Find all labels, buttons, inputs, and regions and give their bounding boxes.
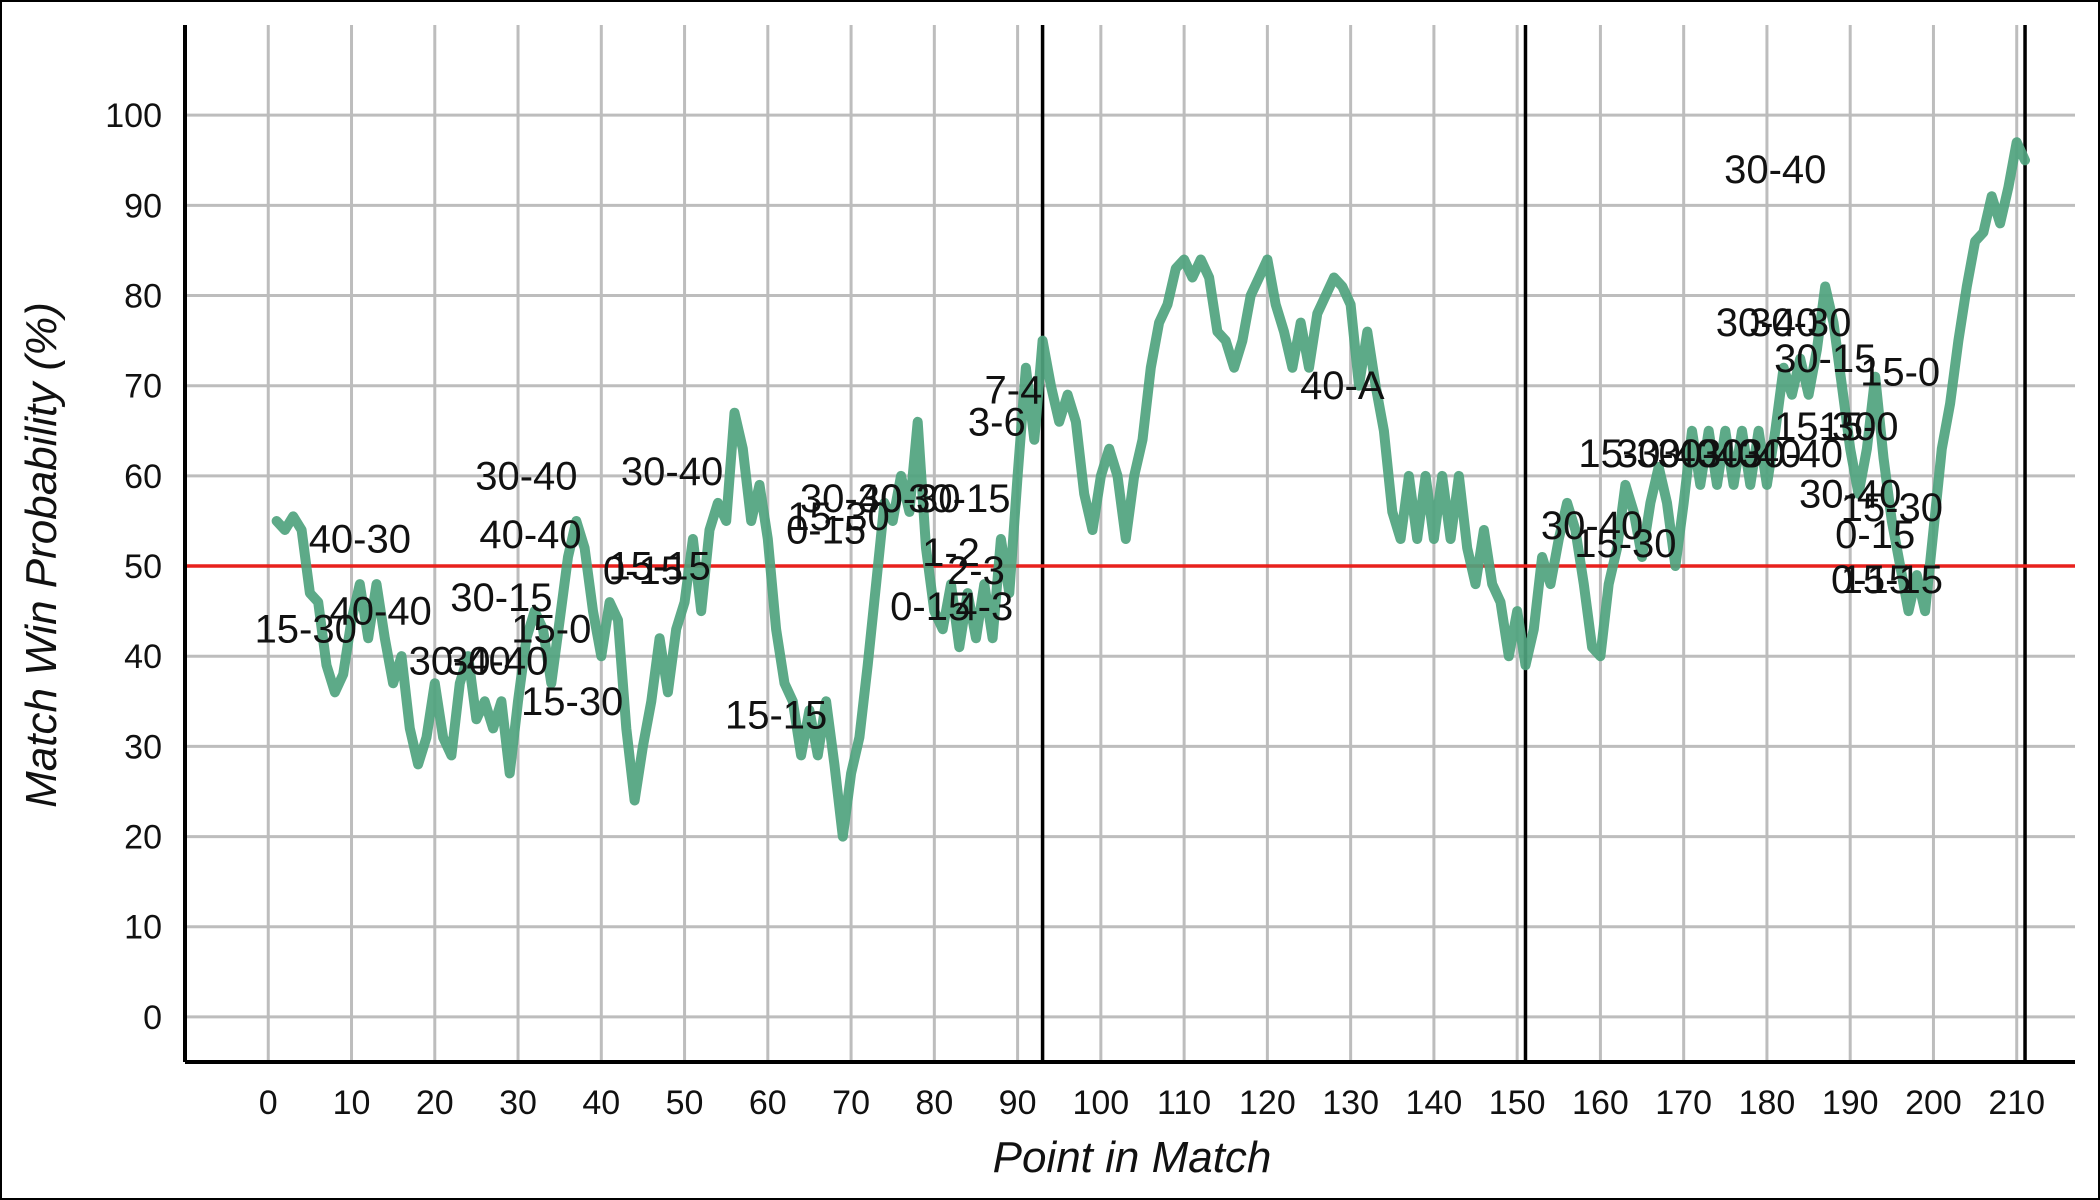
score-annotation: 15-0 [511, 608, 591, 652]
x-tick-label: 70 [832, 1084, 870, 1122]
x-tick-label: 190 [1822, 1084, 1879, 1122]
score-annotation: 3-6 [968, 400, 1026, 444]
score-annotation: 15-0 [1818, 405, 1898, 449]
score-annotation: 0-15 [1835, 513, 1915, 557]
score-annotation: 15-30 [1841, 486, 1943, 530]
y-tick-label: 100 [105, 97, 162, 135]
x-tick-label: 150 [1489, 1084, 1546, 1122]
score-annotation: 15-30 [1578, 432, 1680, 476]
score-annotation: 30-15 [1774, 337, 1876, 381]
x-tick-label: 10 [333, 1084, 371, 1122]
score-annotation: 15-15 [725, 693, 827, 737]
score-annotation: 4-3 [955, 585, 1013, 629]
score-annotation: 0-15 [603, 549, 683, 593]
y-tick-label: 10 [124, 909, 162, 947]
score-annotation: 15-30 [1774, 405, 1876, 449]
x-tick-label: 80 [915, 1084, 953, 1122]
x-tick-label: 40 [582, 1084, 620, 1122]
y-axis-title: Match Win Probability (%) [17, 302, 66, 808]
score-annotation: 15-30 [521, 680, 623, 724]
score-annotation: 30-40 [621, 450, 723, 494]
score-annotation: 30-40 [409, 639, 511, 683]
score-annotation: 40-40 [330, 590, 432, 634]
score-annotation: 15-30 [787, 495, 889, 539]
series-layer [271, 137, 2030, 842]
y-tick-label: 30 [124, 728, 162, 766]
score-annotation: 40-30 [309, 518, 411, 562]
score-annotation: 30-40 [1541, 504, 1643, 548]
x-tick-label: 0 [259, 1084, 278, 1122]
y-tick-label: 90 [124, 187, 162, 225]
x-tick-label: 50 [666, 1084, 704, 1122]
series-line [271, 137, 2030, 842]
score-annotation: 40-30 [858, 477, 960, 521]
y-tick-label: 70 [124, 368, 162, 406]
y-tick-label: 20 [124, 819, 162, 857]
tick-labels: 0 10 20 30 40 50 60 70 80 90 100 110 120 130 140 150 160… [105, 97, 2045, 1122]
score-annotation: 15-0 [1860, 351, 1940, 395]
score-annotation: 30-15 [908, 477, 1010, 521]
x-tick-label: 140 [1406, 1084, 1463, 1122]
x-tick-label: 100 [1072, 1084, 1129, 1122]
x-tick-label: 20 [416, 1084, 454, 1122]
score-annotation: 30-40 [1724, 148, 1826, 192]
x-tick-label: 90 [999, 1084, 1037, 1122]
x-tick-label: 170 [1655, 1084, 1712, 1122]
x-tick-label: 120 [1239, 1084, 1296, 1122]
y-tick-label: 50 [124, 548, 162, 586]
score-annotation: 30-40 [1616, 432, 1718, 476]
x-tick-label: 160 [1572, 1084, 1629, 1122]
score-annotation: 2-3 [947, 549, 1005, 593]
score-annotation: 30-40 [446, 639, 548, 683]
score-annotation: 0-15 [1831, 558, 1911, 602]
score-annotation: 30-40 [475, 454, 577, 498]
score-annotation: 30-40 [1741, 432, 1843, 476]
x-tick-label: 130 [1322, 1084, 1379, 1122]
x-tick-label: 180 [1739, 1084, 1796, 1122]
x-tick-label: 30 [499, 1084, 537, 1122]
y-tick-label: 40 [124, 638, 162, 676]
score-annotation: 40-A [1300, 364, 1385, 408]
score-annotation: 40-40 [479, 513, 581, 557]
y-tick-label: 0 [143, 999, 162, 1037]
x-axis-title: Point in Match [993, 1133, 1272, 1182]
score-annotation: 30-40 [1799, 472, 1901, 516]
score-annotation: 30-30 [800, 477, 902, 521]
y-tick-label: 80 [124, 278, 162, 316]
score-annotation: 15-15 [1841, 558, 1943, 602]
x-tick-label: 60 [749, 1084, 787, 1122]
score-annotation: 30-15 [450, 576, 552, 620]
x-tick-label: 110 [1157, 1084, 1211, 1122]
score-annotation: 30-40 [1658, 432, 1760, 476]
set-boundaries [1040, 25, 2027, 1062]
score-annotation: 30-40 [1699, 432, 1801, 476]
score-annotation: 15-15 [608, 545, 710, 589]
score-annotation: 15-30 [1574, 522, 1676, 566]
score-annotation: 1-2 [922, 531, 980, 575]
score-annotation: 30-40 [1716, 301, 1818, 345]
score-annotation: 0-15 [786, 509, 866, 553]
axes [183, 25, 2075, 1064]
y-tick-label: 60 [124, 458, 162, 496]
score-annotation: 30-30 [1749, 301, 1851, 345]
score-annotation: 15-30 [255, 608, 357, 652]
score-annotation: 0-15 [890, 585, 970, 629]
score-annotations: 40-3015-3040-4030-4030-4030-4040-4030-15… [255, 148, 1943, 738]
x-tick-label: 210 [1988, 1084, 2045, 1122]
x-tick-label: 200 [1905, 1084, 1962, 1122]
score-annotation: 7-4 [985, 369, 1043, 413]
